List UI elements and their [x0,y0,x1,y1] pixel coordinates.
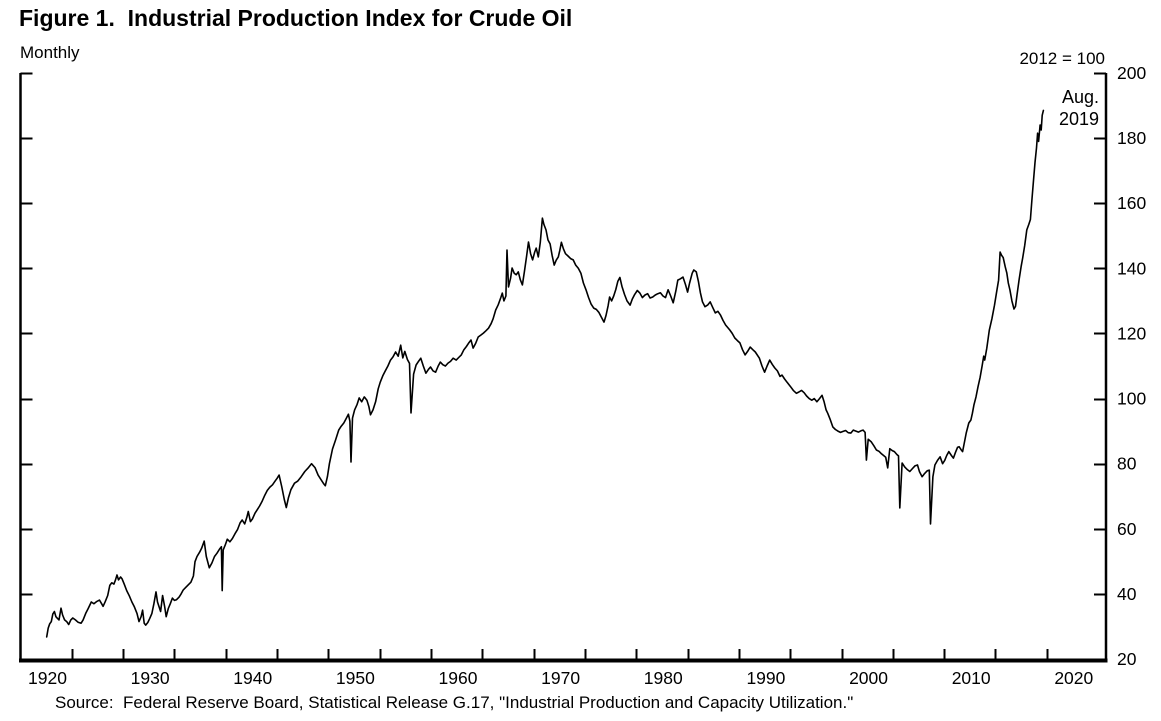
x-axis-label: 1990 [746,668,785,688]
annotation-line1: Aug. [1061,87,1099,107]
annotation-line2: 2019 [1058,109,1099,129]
source-note: Source: Federal Reserve Board, Statistic… [55,693,854,712]
x-axis-label: 1980 [644,668,683,688]
data-series-line [45,109,1045,638]
y-axis-label: 80 [1117,454,1137,474]
units-label: 2012 = 100 [1019,49,1105,68]
x-axis-label: 1970 [541,668,580,688]
x-axis-label: 1920 [28,668,67,688]
y-axis-label: 40 [1117,584,1137,604]
y-axis-label: 200 [1117,63,1146,83]
y-axis-label: 140 [1117,258,1146,278]
x-axis-label: 2020 [1054,668,1093,688]
figure-title: Figure 1. Industrial Production Index fo… [19,5,573,31]
x-axis-label: 1940 [233,668,272,688]
x-axis-label: 1950 [336,668,375,688]
y-axis-label: 20 [1117,649,1137,669]
last-observation-annotation: Aug. 2019 [1059,86,1099,130]
x-axis-label: 2000 [849,668,888,688]
y-axis-label: 160 [1117,193,1146,213]
y-axis-label: 60 [1117,519,1137,539]
frequency-label: Monthly [20,43,80,62]
x-axis-label: 1960 [439,668,478,688]
x-axis-label: 1930 [131,668,170,688]
y-axis-label: 120 [1117,323,1146,343]
x-axis-label: 2010 [952,668,991,688]
y-axis-label: 100 [1117,389,1146,409]
y-axis-label: 180 [1117,128,1146,148]
